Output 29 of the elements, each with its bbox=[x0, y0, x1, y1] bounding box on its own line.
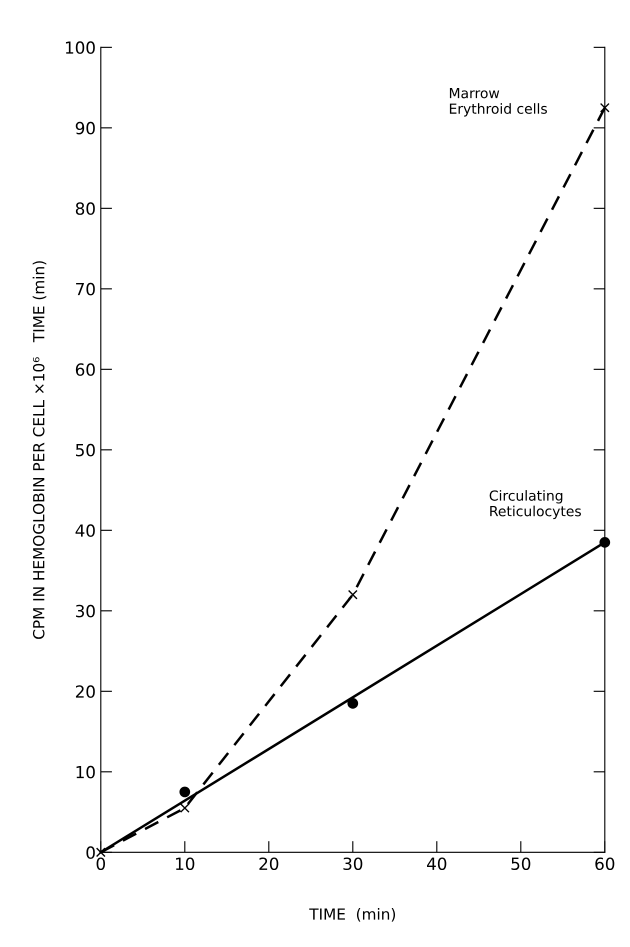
y-tick-label: 80 bbox=[76, 202, 95, 215]
point bbox=[180, 803, 190, 813]
annotation: Circulating Reticulocytes bbox=[490, 490, 581, 520]
y-tick-label: 20 bbox=[76, 685, 95, 698]
y-tick-label: 0 bbox=[86, 846, 95, 859]
y-tick-label: 40 bbox=[76, 524, 95, 537]
annotation: Marrow Erythroid cells bbox=[450, 88, 547, 117]
x-tick-label: 30 bbox=[343, 857, 362, 870]
point bbox=[347, 698, 358, 709]
y-tick-label: 100 bbox=[66, 41, 95, 54]
x-tick-label: 0 bbox=[96, 857, 105, 870]
point bbox=[96, 847, 106, 858]
x-tick-label: 10 bbox=[176, 857, 194, 870]
y-tick-label: 10 bbox=[76, 766, 95, 778]
x-axis-title: TIME (min) bbox=[309, 908, 396, 922]
y-tick-label: 70 bbox=[76, 282, 95, 296]
y-tick-label: 60 bbox=[76, 363, 95, 376]
x-tick-label: 60 bbox=[595, 857, 614, 870]
y-tick-label: 90 bbox=[76, 122, 95, 134]
point bbox=[348, 590, 358, 600]
point bbox=[599, 537, 610, 548]
point bbox=[179, 786, 190, 798]
x-tick-label: 50 bbox=[511, 857, 530, 870]
point bbox=[600, 102, 610, 113]
x-tick-label: 20 bbox=[259, 857, 278, 870]
x-tick-label: 40 bbox=[427, 857, 446, 870]
y-tick-label: 50 bbox=[76, 444, 95, 456]
y-tick-label: 30 bbox=[76, 604, 95, 618]
y-axis-title: CPM IN HEMOGLOBIN PER CELL ×10⁶ TIME (min) bbox=[32, 261, 46, 639]
